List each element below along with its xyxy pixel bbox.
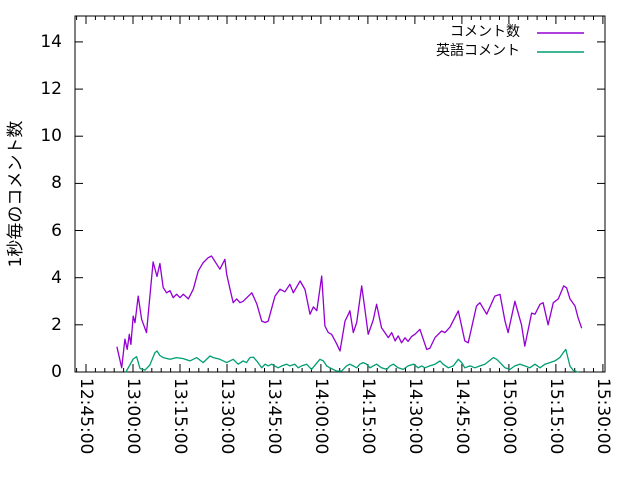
x-tick-label: 15:00:00 (499, 378, 519, 455)
y-tick-label: 10 (40, 126, 62, 146)
plot-border (74, 15, 606, 373)
x-tick-label: 13:30:00 (217, 378, 237, 455)
y-tick-label: 2 (51, 315, 62, 335)
x-tick-label: 14:15:00 (358, 378, 378, 455)
x-tick-label: 15:15:00 (546, 378, 566, 455)
legend-label: 英語コメント (436, 43, 520, 59)
legend-line-sample (537, 50, 584, 53)
x-tick-label: 14:45:00 (452, 378, 472, 455)
legend-entry: 英語コメント (364, 42, 584, 61)
legend-entry: コメント数 (364, 23, 584, 42)
y-tick-label: 4 (51, 268, 62, 288)
y-tick-label: 0 (51, 362, 62, 382)
legend-line-sample (537, 31, 584, 34)
x-tick-label: 13:00:00 (123, 378, 143, 455)
series-line-comment-count (116, 255, 583, 369)
x-tick-label: 13:45:00 (264, 378, 284, 455)
legend: コメント数英語コメント (364, 23, 584, 61)
y-tick-label: 6 (51, 221, 62, 241)
y-tick-label: 8 (51, 173, 62, 193)
x-tick-label: 13:15:00 (170, 378, 190, 455)
y-tick-label: 14 (40, 32, 62, 52)
x-tick-label: 14:30:00 (405, 378, 425, 455)
x-tick-label: 12:45:00 (76, 378, 96, 455)
x-tick-label: 14:00:00 (311, 378, 331, 455)
y-tick-label: 12 (40, 79, 62, 99)
x-tick-label: 15:30:00 (593, 378, 613, 455)
series-line-english-comment (125, 348, 579, 373)
legend-label: コメント数 (450, 24, 520, 40)
y-axis-title: 1秒毎のコメント数 (6, 120, 26, 268)
